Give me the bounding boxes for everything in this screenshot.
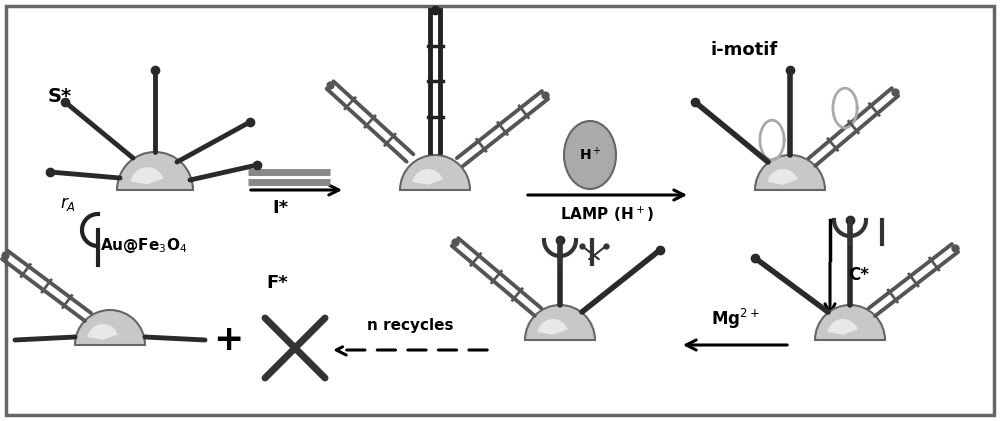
Wedge shape [400,155,470,190]
Text: S*: S* [48,87,72,106]
Wedge shape [525,305,595,340]
Text: I*: I* [272,199,288,217]
Text: C*: C* [848,266,869,284]
Wedge shape [412,169,443,185]
Wedge shape [755,155,825,190]
Text: Au@Fe$_3$O$_4$: Au@Fe$_3$O$_4$ [100,236,187,255]
Text: i-motif: i-motif [710,41,777,59]
Wedge shape [537,319,568,335]
Text: Mg$^{2+}$: Mg$^{2+}$ [711,307,759,331]
Text: $r_A$: $r_A$ [60,195,76,213]
Text: n recycles: n recycles [367,318,453,333]
Wedge shape [75,310,145,345]
Wedge shape [815,305,885,340]
Wedge shape [117,152,193,190]
Text: H$^+$: H$^+$ [579,147,601,164]
Text: F*: F* [266,274,288,292]
Text: LAMP (H$^+$): LAMP (H$^+$) [560,205,654,224]
Ellipse shape [564,121,616,189]
Wedge shape [131,167,163,184]
Text: +: + [213,323,243,357]
Wedge shape [827,319,858,335]
FancyBboxPatch shape [6,6,994,415]
Wedge shape [767,169,798,185]
Wedge shape [87,324,118,340]
